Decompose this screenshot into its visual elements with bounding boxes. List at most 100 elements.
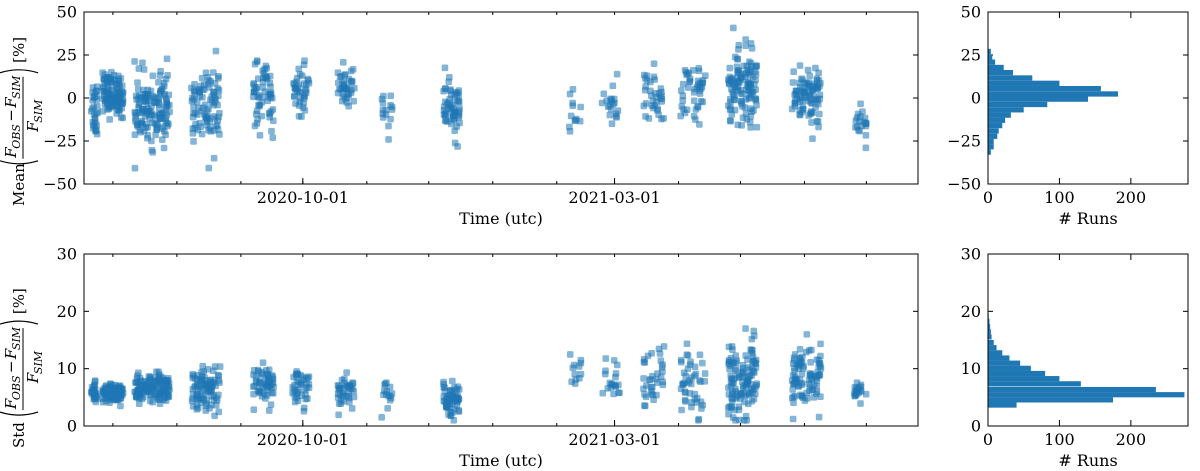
data-point (265, 366, 273, 374)
data-point (250, 390, 257, 398)
axes-frame (987, 11, 1189, 185)
paren-left (0, 411, 39, 416)
data-point (145, 105, 152, 112)
data-point (806, 72, 814, 80)
data-point (681, 66, 689, 74)
data-point (205, 126, 212, 134)
data-point (211, 363, 219, 370)
data-point (653, 379, 661, 386)
histogram-bar (988, 69, 1013, 76)
data-point (789, 415, 797, 423)
data-point (157, 115, 164, 122)
data-point (189, 403, 197, 410)
data-point (679, 92, 687, 100)
data-point (732, 416, 739, 424)
data-point (599, 389, 607, 397)
data-point (203, 107, 211, 115)
data-point (697, 98, 705, 105)
axes-frame (987, 253, 1189, 427)
data-point (194, 126, 202, 134)
histogram-bar (988, 386, 1156, 393)
data-point (343, 86, 351, 93)
data-point (748, 350, 756, 357)
axes-frame (83, 11, 919, 185)
data-point (817, 393, 824, 400)
data-point (253, 57, 261, 65)
data-point (728, 343, 736, 350)
data-point (140, 393, 147, 401)
data-point (690, 97, 698, 105)
data-point (334, 394, 342, 401)
data-point (857, 400, 864, 407)
data-point (742, 36, 749, 43)
data-point (203, 400, 210, 407)
data-point (694, 104, 702, 111)
data-point (269, 117, 277, 124)
data-point (650, 104, 657, 112)
data-point (106, 116, 113, 123)
formula-sub-sim: SIM (32, 99, 45, 123)
data-point (686, 75, 694, 83)
data-point (215, 377, 222, 384)
data-point (726, 64, 734, 72)
data-point (300, 95, 308, 102)
data-point (210, 154, 218, 162)
data-point (453, 397, 461, 404)
data-point (660, 115, 667, 122)
data-point (91, 393, 98, 400)
data-point (150, 382, 158, 390)
formula-sub-obs: OBS (10, 124, 23, 149)
histogram-bar (988, 64, 1004, 71)
data-point (93, 87, 101, 95)
data-point (100, 75, 108, 83)
data-point (805, 376, 813, 384)
data-point (744, 400, 752, 408)
data-point (805, 112, 812, 119)
x-tick-label: 2021-03-01 (568, 188, 660, 207)
y-tick-label: −50 (947, 175, 981, 194)
data-point (191, 110, 199, 117)
data-point (809, 135, 816, 143)
data-point (575, 363, 583, 370)
data-point (748, 335, 756, 343)
data-point (862, 144, 870, 152)
data-point (610, 390, 617, 398)
data-point (154, 121, 161, 128)
data-point (298, 380, 305, 387)
scatter-panel-top-left: −50 −25 0 25 50 2020-10-01 2021-03-01 Time (utc… (0, 3, 919, 228)
data-point (696, 121, 703, 128)
data-point (384, 405, 391, 412)
data-point (115, 94, 122, 102)
data-point (752, 96, 760, 104)
data-point (857, 100, 864, 108)
data-point (678, 406, 685, 414)
y-tick-label: −25 (947, 132, 981, 151)
histogram-bar (988, 117, 1006, 123)
data-point (725, 410, 732, 418)
data-point (569, 102, 577, 109)
histogram-bar (988, 318, 990, 324)
data-point (805, 97, 812, 105)
data-point (690, 112, 698, 120)
y-tick-label: −50 (43, 175, 77, 194)
data-point (701, 370, 709, 377)
data-point (745, 69, 752, 76)
histogram-bar (988, 133, 998, 139)
y-tick-label: 10 (961, 359, 981, 378)
data-point (117, 402, 124, 410)
data-point (108, 68, 115, 76)
data-point (742, 325, 749, 332)
histogram-bar (988, 392, 1185, 398)
data-point (679, 80, 687, 88)
data-point (734, 77, 742, 85)
data-point (727, 117, 734, 125)
data-point (791, 379, 798, 387)
data-point (815, 69, 822, 77)
x-tick-label: 0 (983, 188, 993, 207)
data-point (380, 391, 387, 399)
data-point (155, 79, 162, 86)
data-point (698, 405, 705, 412)
data-point (699, 359, 706, 367)
data-point (695, 416, 702, 424)
data-point (350, 393, 358, 401)
